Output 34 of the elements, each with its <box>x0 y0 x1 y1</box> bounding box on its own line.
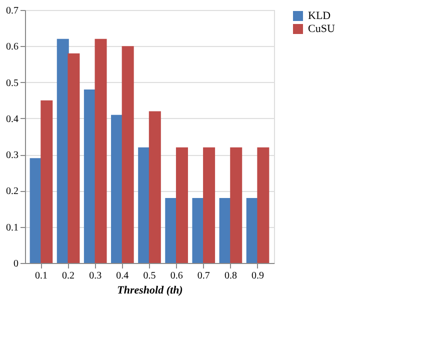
x-tick-label: 0.3 <box>89 270 102 282</box>
x-tick-label: 0.9 <box>252 270 264 282</box>
x-tick-label: 0.7 <box>197 270 210 282</box>
bar <box>68 53 80 263</box>
y-tick-label: 0 <box>14 258 18 270</box>
x-tick-label: 0.2 <box>62 270 75 282</box>
bar <box>192 198 204 263</box>
x-tick-label: 0.1 <box>34 270 48 282</box>
x-axis-title: Threshold (th) <box>117 284 183 296</box>
y-tick-label: 0.3 <box>6 150 18 162</box>
bar <box>40 100 53 263</box>
legend-label: KLD <box>308 10 331 22</box>
bar <box>148 111 161 263</box>
y-tick-label: 0.6 <box>6 42 18 53</box>
bar <box>230 147 242 263</box>
y-tick-label: 0.2 <box>6 186 18 198</box>
y-tick-label: 0.5 <box>6 78 18 89</box>
y-tick-label: 0.7 <box>6 6 18 16</box>
bar <box>176 147 188 263</box>
y-tick-label: 0.4 <box>6 114 18 125</box>
legend-label: CuSU <box>308 23 335 35</box>
bar <box>165 198 178 263</box>
bar <box>257 147 270 263</box>
bar <box>122 46 134 263</box>
bar <box>84 90 96 263</box>
x-tick-label: 0.6 <box>170 270 183 282</box>
y-tick-label: 0.1 <box>6 222 18 234</box>
bar <box>138 147 150 263</box>
bar <box>94 38 107 263</box>
x-tick-label: 0.4 <box>116 270 129 282</box>
bar <box>111 114 124 263</box>
x-tick-label: 0.8 <box>224 270 237 282</box>
x-tick-label: 0.5 <box>143 270 156 282</box>
bar <box>203 147 216 263</box>
